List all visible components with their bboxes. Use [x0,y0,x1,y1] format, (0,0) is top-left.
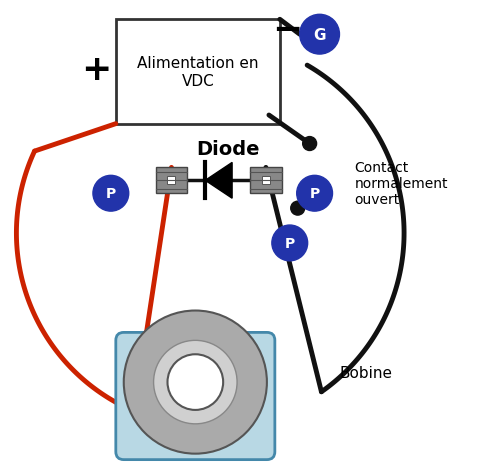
Text: +: + [80,53,111,87]
Text: Diode: Diode [196,140,260,159]
Text: −: − [272,13,302,47]
Text: P: P [310,187,320,201]
Bar [116,20,280,125]
Text: Bobine: Bobine [340,365,392,380]
Bar [250,168,282,194]
Text: G: G [314,28,326,43]
Circle shape [296,176,332,212]
Bar [168,177,175,185]
FancyBboxPatch shape [116,333,275,460]
Bar [156,168,188,194]
Bar [262,177,270,185]
Circle shape [168,355,223,410]
Text: P: P [106,187,116,201]
Circle shape [300,15,340,55]
Text: P: P [284,237,295,250]
Circle shape [154,341,237,424]
Circle shape [124,311,267,454]
Circle shape [291,202,304,216]
Text: Contact
normalement
ouvert: Contact normalement ouvert [354,161,448,207]
Circle shape [302,137,316,151]
Text: Alimentation en
VDC: Alimentation en VDC [137,56,258,88]
Circle shape [272,225,308,261]
Circle shape [93,176,128,212]
Polygon shape [206,163,232,199]
